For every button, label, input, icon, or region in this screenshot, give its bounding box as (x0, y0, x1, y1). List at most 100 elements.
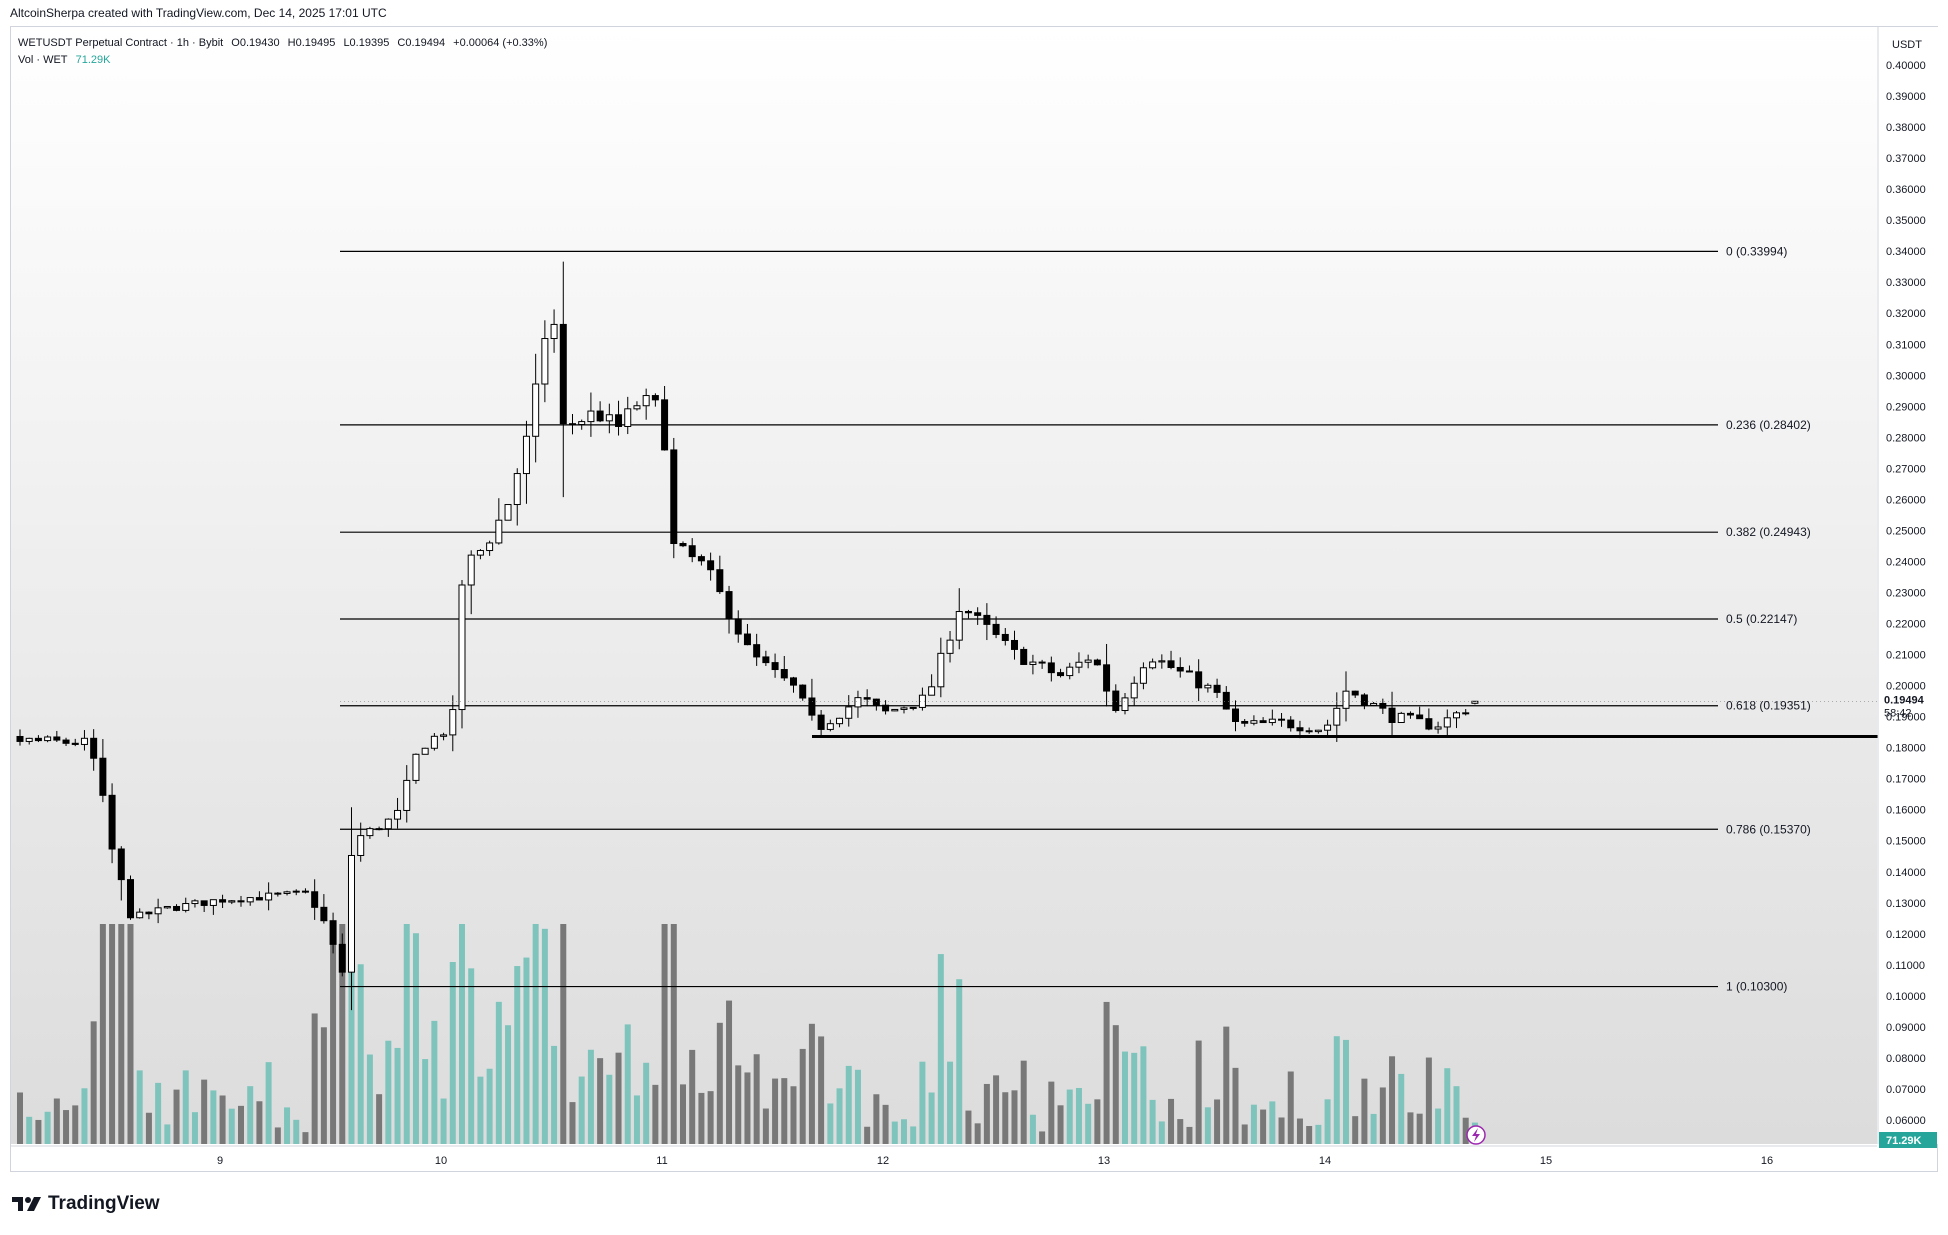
volume-bar (256, 1101, 263, 1144)
volume-bar (155, 1082, 162, 1144)
volume-bar (983, 1083, 990, 1144)
candle-body (946, 639, 954, 654)
volume-bar (1131, 1052, 1138, 1144)
candle-body (136, 911, 144, 919)
volume-bar (118, 924, 125, 1144)
volume-bar (1342, 1039, 1349, 1144)
volume-bar (1140, 1046, 1147, 1144)
ohlc-open: O0.19430 (231, 37, 280, 49)
volume-bar (81, 1088, 88, 1144)
candle-body (587, 410, 595, 423)
candle-body (1176, 666, 1184, 672)
candle-body (605, 414, 613, 422)
candle-body (1158, 660, 1166, 663)
price-tick-label: 0.34000 (1886, 246, 1926, 258)
volume-bar (1398, 1073, 1405, 1144)
candle-body (522, 435, 530, 475)
candle-body (1066, 666, 1074, 677)
volume-bar (1241, 1124, 1248, 1144)
price-tick-label: 0.21000 (1886, 650, 1926, 662)
candle-body (421, 747, 429, 755)
volume-bar (836, 1088, 843, 1144)
volume-bar (1361, 1078, 1368, 1144)
volume-bar (1112, 1025, 1119, 1144)
volume-bar (458, 924, 465, 1144)
tv-logo-icon (12, 1197, 41, 1211)
candle-body (163, 905, 171, 909)
volume-label[interactable]: Vol · WET (18, 54, 68, 66)
volume-bar (1168, 1098, 1175, 1144)
symbol-row: WETUSDT Perpetual Contract · 1h · Bybit … (18, 35, 552, 52)
volume-bar (1287, 1071, 1294, 1144)
volume-bar (1057, 1105, 1064, 1144)
candle-body (578, 421, 586, 425)
volume-bar (1370, 1113, 1377, 1144)
fib-retracement[interactable]: 0 (0.33994) 0.236 (0.28402) 0.382 (0.24943… (340, 244, 1811, 994)
fib-level-label: 0 (0.33994) (1726, 244, 1787, 258)
time-axis[interactable]: 9 10 11 12 13 14 15 16 (11, 1145, 1877, 1167)
candle-body (255, 897, 263, 901)
bolt-icon[interactable] (1466, 1125, 1486, 1145)
volume-bar (339, 924, 346, 1144)
candle-body (817, 714, 825, 730)
candle-body (513, 473, 521, 506)
candle-body (1250, 720, 1258, 724)
volume-bar (477, 1076, 484, 1144)
volume-bar (440, 1098, 447, 1144)
volume-bar (965, 1110, 972, 1144)
candle-body (1434, 726, 1442, 730)
symbol-label[interactable]: WETUSDT Perpetual Contract · 1h · Bybit (18, 37, 224, 49)
volume-bar (854, 1069, 861, 1144)
volume-bar (1214, 1099, 1221, 1144)
candle-body (1259, 720, 1267, 724)
candle-body (80, 737, 88, 745)
volume-bar (993, 1075, 1000, 1144)
price-tick-label: 0.23000 (1886, 588, 1926, 600)
volume-bar (1232, 1067, 1239, 1144)
candle-body (108, 794, 116, 850)
volume-bar (643, 1062, 650, 1144)
candle-body (1462, 712, 1470, 715)
volume-bar (827, 1103, 834, 1144)
candle-body (955, 611, 963, 641)
volume-bar (109, 924, 116, 1144)
volume-bar (541, 928, 548, 1144)
candle-body (467, 554, 475, 586)
candle-body (1452, 712, 1460, 719)
candle-body (182, 903, 190, 911)
candle-body (394, 809, 402, 820)
price-tick-label: 0.15000 (1886, 836, 1926, 848)
time-tick-label: 14 (1319, 1155, 1331, 1167)
price-axis[interactable]: USDT 0.40000 0.39000 0.38000 0.37000 0.36000 0… (340, 27, 1938, 1148)
tradingview-logo[interactable]: TradingView (12, 1193, 160, 1215)
candle-body (1075, 661, 1083, 668)
volume-bar (633, 1095, 640, 1144)
candle-body (1324, 724, 1332, 731)
price-axis-currency[interactable]: USDT (1892, 39, 1922, 51)
volume-bar (302, 1132, 309, 1144)
volume-bar (284, 1107, 291, 1144)
candle-body (697, 556, 705, 562)
candle-body (918, 694, 926, 708)
candle-body (909, 706, 917, 709)
candle-body (854, 697, 862, 708)
volume-bar (237, 1105, 244, 1144)
volume-bar (431, 1020, 438, 1144)
price-tick-label: 0.06000 (1886, 1115, 1926, 1127)
candle-body (71, 742, 79, 745)
candle-body (412, 753, 420, 781)
volume-bar (330, 924, 337, 1144)
volume-bar (569, 1102, 576, 1144)
candle-body (771, 662, 779, 671)
ohlc-change: +0.00064 (+0.33%) (453, 37, 548, 49)
candle-body (1443, 717, 1451, 728)
price-tick-label: 0.24000 (1886, 556, 1926, 568)
price-tick-label: 0.29000 (1886, 401, 1926, 413)
volume-bar (164, 1124, 171, 1144)
fib-level-label: 0.236 (0.28402) (1726, 418, 1811, 432)
candle-body (688, 545, 696, 558)
candle-body (568, 423, 576, 426)
volume-bar (1223, 1026, 1230, 1144)
candle-body (826, 723, 834, 730)
